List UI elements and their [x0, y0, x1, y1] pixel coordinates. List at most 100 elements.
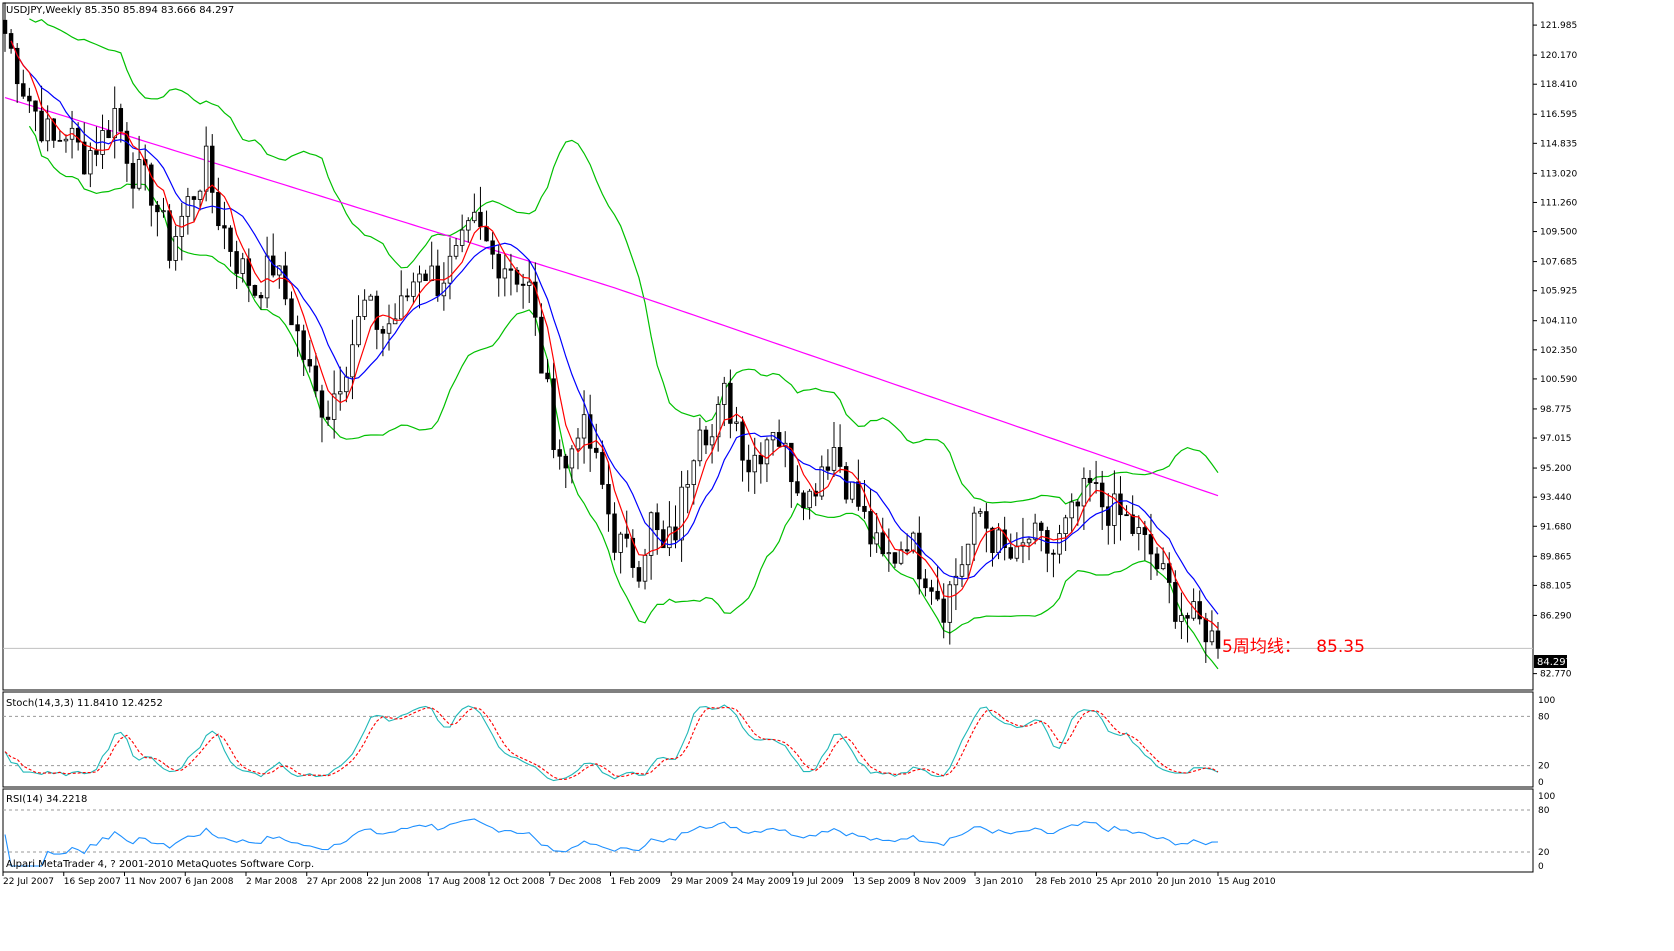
candle-body-down [587, 414, 593, 449]
stoch-level-label: 20 [1538, 762, 1550, 772]
candle-body-up [581, 414, 587, 439]
candle [929, 579, 934, 605]
main-panel-frame [2, 2, 1534, 691]
candle [795, 465, 800, 496]
x-tick-label: 11 Nov 2007 [125, 877, 183, 887]
candle-body-up [1026, 538, 1032, 544]
candle-body-up [411, 281, 416, 297]
candle [124, 122, 130, 182]
candle [533, 262, 538, 336]
candle [118, 103, 124, 143]
candle-body-up [697, 429, 703, 462]
candle [1179, 592, 1184, 640]
candle-body-up [648, 512, 654, 556]
candle-body-down [1051, 552, 1056, 555]
y-tick-label: 114.835 [1540, 139, 1577, 149]
candle-body-down [1002, 529, 1007, 549]
chart-title: USDJPY,Weekly 85.350 85.894 83.666 84.29… [6, 5, 234, 16]
candle-body-down [929, 587, 934, 592]
candle-body-up [819, 466, 825, 497]
candle [819, 455, 825, 500]
candle [624, 510, 629, 548]
y-tick-label: 121.985 [1540, 21, 1577, 31]
candle [2, 2, 8, 52]
candle-body-down [801, 492, 806, 509]
rsi-panel-frame [2, 788, 1534, 873]
candle-body-down [319, 390, 325, 418]
candle-body-up [1209, 630, 1215, 643]
rsi-label: RSI(14) 34.2218 [6, 794, 87, 805]
candle-body-up [831, 447, 837, 471]
candle-body-up [185, 196, 191, 217]
candle [923, 569, 928, 597]
candle [545, 359, 550, 383]
candle-body-up [965, 543, 971, 566]
candle-body-up [362, 299, 367, 317]
candle-body-down [289, 298, 294, 326]
candle-body-up [1081, 477, 1087, 507]
candle-body-up [898, 549, 904, 564]
candle-body-down [1154, 553, 1160, 570]
candle [947, 580, 953, 645]
candle-body-down [703, 429, 709, 446]
candle [1209, 610, 1215, 646]
candle [319, 384, 325, 443]
candle-body-down [1197, 601, 1202, 620]
main-price-panel [2, 2, 1533, 670]
candle-body-up [453, 245, 459, 257]
candle-body-up [1032, 522, 1038, 540]
y-tick-label: 102.350 [1540, 346, 1577, 356]
candle [1002, 516, 1007, 561]
candle-body-up [752, 454, 757, 473]
candle [386, 304, 392, 351]
candle-body-up [447, 255, 453, 284]
candle [338, 366, 343, 411]
current-price-label: 84.297 [1537, 657, 1572, 668]
candle-body-up [472, 211, 477, 222]
ma5-line [10, 40, 1219, 629]
candle-body-down [2, 19, 8, 34]
candle [971, 506, 977, 561]
candle [691, 459, 697, 505]
candle-body-down [252, 285, 258, 296]
candle-body-down [673, 526, 678, 541]
candle [984, 502, 989, 553]
candle [563, 453, 569, 489]
y-tick-label: 86.290 [1540, 611, 1572, 621]
candle-body-up [161, 210, 166, 213]
candle-body-up [947, 584, 953, 623]
candle [356, 295, 361, 348]
candle-body-down [423, 273, 428, 282]
candle [39, 85, 44, 143]
candle-body-down [868, 511, 873, 545]
candle [862, 480, 867, 519]
candle [502, 254, 508, 297]
candle [892, 552, 898, 568]
candle-body-down [94, 150, 99, 155]
rsi-panel: 100 80 20 0 [3, 792, 1555, 872]
candle-body-down [295, 324, 300, 332]
candle [606, 461, 611, 532]
candle-body-up [63, 138, 69, 142]
candle [587, 394, 593, 472]
candle-body-down [51, 118, 56, 141]
candle [216, 177, 221, 231]
bollinger-upper-line [29, 18, 1219, 505]
x-tick-label: 22 Jul 2007 [3, 877, 54, 887]
candle-body-up [971, 512, 977, 545]
candle-body-down [880, 532, 885, 555]
candle-body-down [167, 210, 172, 261]
candle [405, 288, 410, 302]
candle [1136, 515, 1141, 551]
candle-body-down [405, 295, 410, 298]
candle [331, 370, 337, 439]
candle-body-up [1014, 545, 1020, 559]
candle [1087, 470, 1093, 502]
candle-body-down [630, 537, 636, 568]
x-tick-label: 24 May 2009 [732, 877, 791, 887]
candle [234, 240, 239, 290]
candle-body-down [746, 459, 751, 473]
y-tick-label: 91.680 [1540, 522, 1572, 532]
candle-body-down [1130, 514, 1135, 534]
